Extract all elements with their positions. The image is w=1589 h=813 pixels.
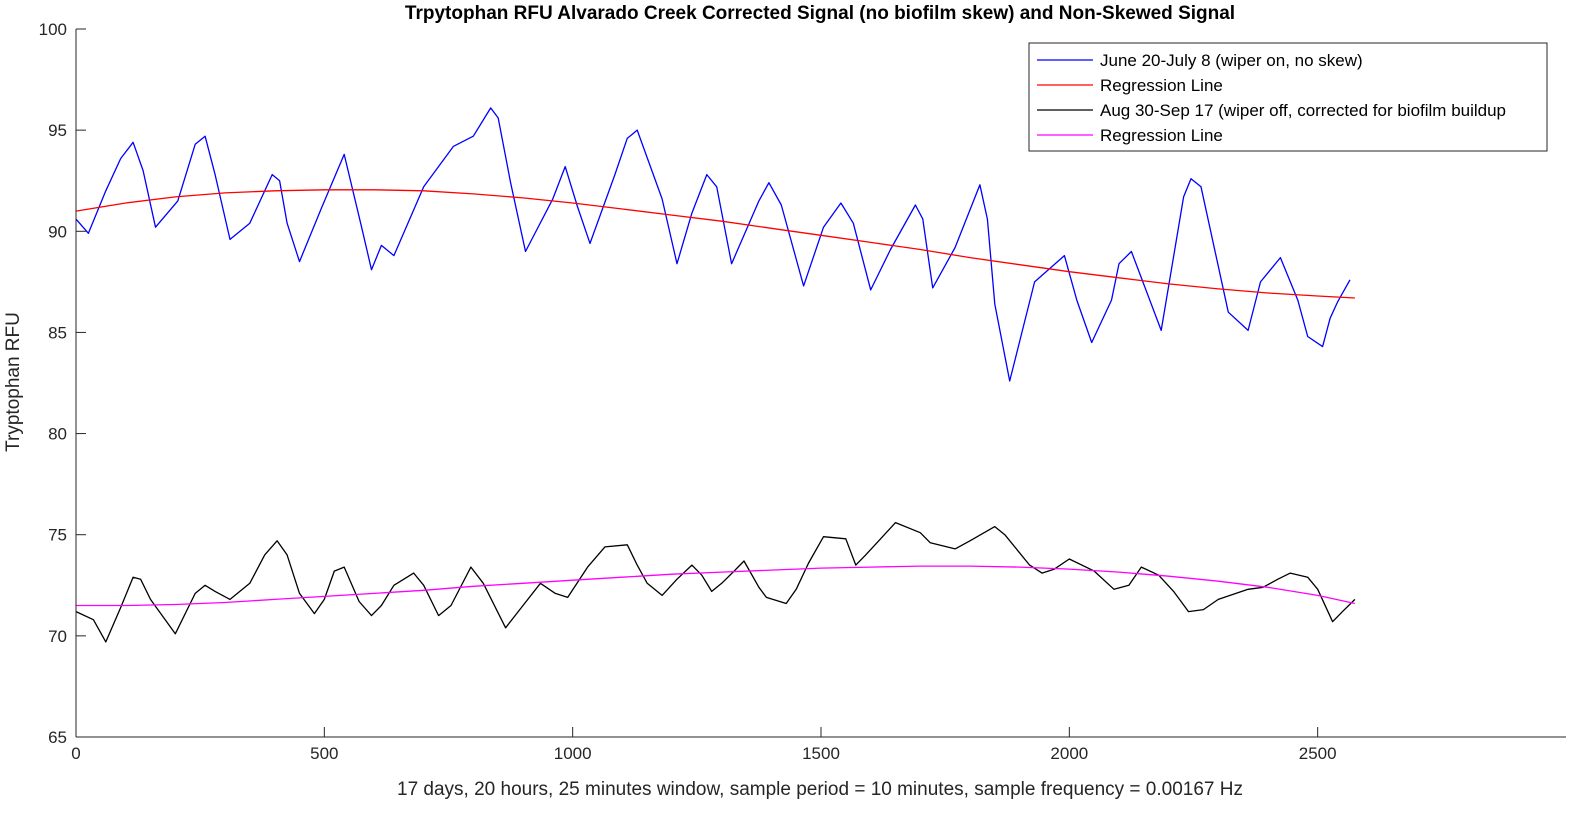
x-tick-label: 2000 (1050, 744, 1088, 763)
legend-entry: Aug 30-Sep 17 (wiper off, corrected for … (1100, 101, 1506, 120)
y-tick-label: 80 (48, 425, 67, 444)
y-axis-label: Tryptophan RFU (3, 312, 24, 452)
series-layer (75, 107, 1356, 643)
y-tick-label: 100 (39, 20, 67, 39)
y-tick-label: 85 (48, 323, 67, 342)
x-tick-label: 1500 (802, 744, 840, 763)
series-line-3 (76, 565, 1356, 607)
legend-entry: Regression Line (1100, 76, 1223, 95)
legend-box (1028, 42, 1548, 152)
series-line-1 (75, 189, 1355, 299)
y-tick-label: 90 (48, 222, 67, 241)
x-tick-label: 2500 (1299, 744, 1337, 763)
x-tick-label: 500 (310, 744, 338, 763)
axes: 0 500 1000 1500 2000 2500 65 70 75 80 85 90 95 100 (39, 20, 1566, 763)
x-tick-label: 0 (71, 744, 80, 763)
chart-title: Trpytophan RFU Alvarado Creek Corrected … (405, 3, 1235, 24)
series-line-2 (75, 521, 1356, 643)
series-line-0 (75, 107, 1351, 382)
y-tick-label: 95 (48, 121, 67, 140)
y-tick-label: 75 (48, 526, 67, 545)
x-axis-label: 17 days, 20 hours, 25 minutes window, sa… (397, 779, 1243, 800)
y-tick-label: 65 (48, 728, 67, 747)
x-tick-label: 1000 (554, 744, 592, 763)
legend: June 20-July 8 (wiper on, no skew) Regres… (1028, 42, 1548, 152)
y-tick-label: 70 (48, 627, 67, 646)
legend-entry: June 20-July 8 (wiper on, no skew) (1100, 51, 1363, 70)
legend-entry: Regression Line (1100, 126, 1223, 145)
